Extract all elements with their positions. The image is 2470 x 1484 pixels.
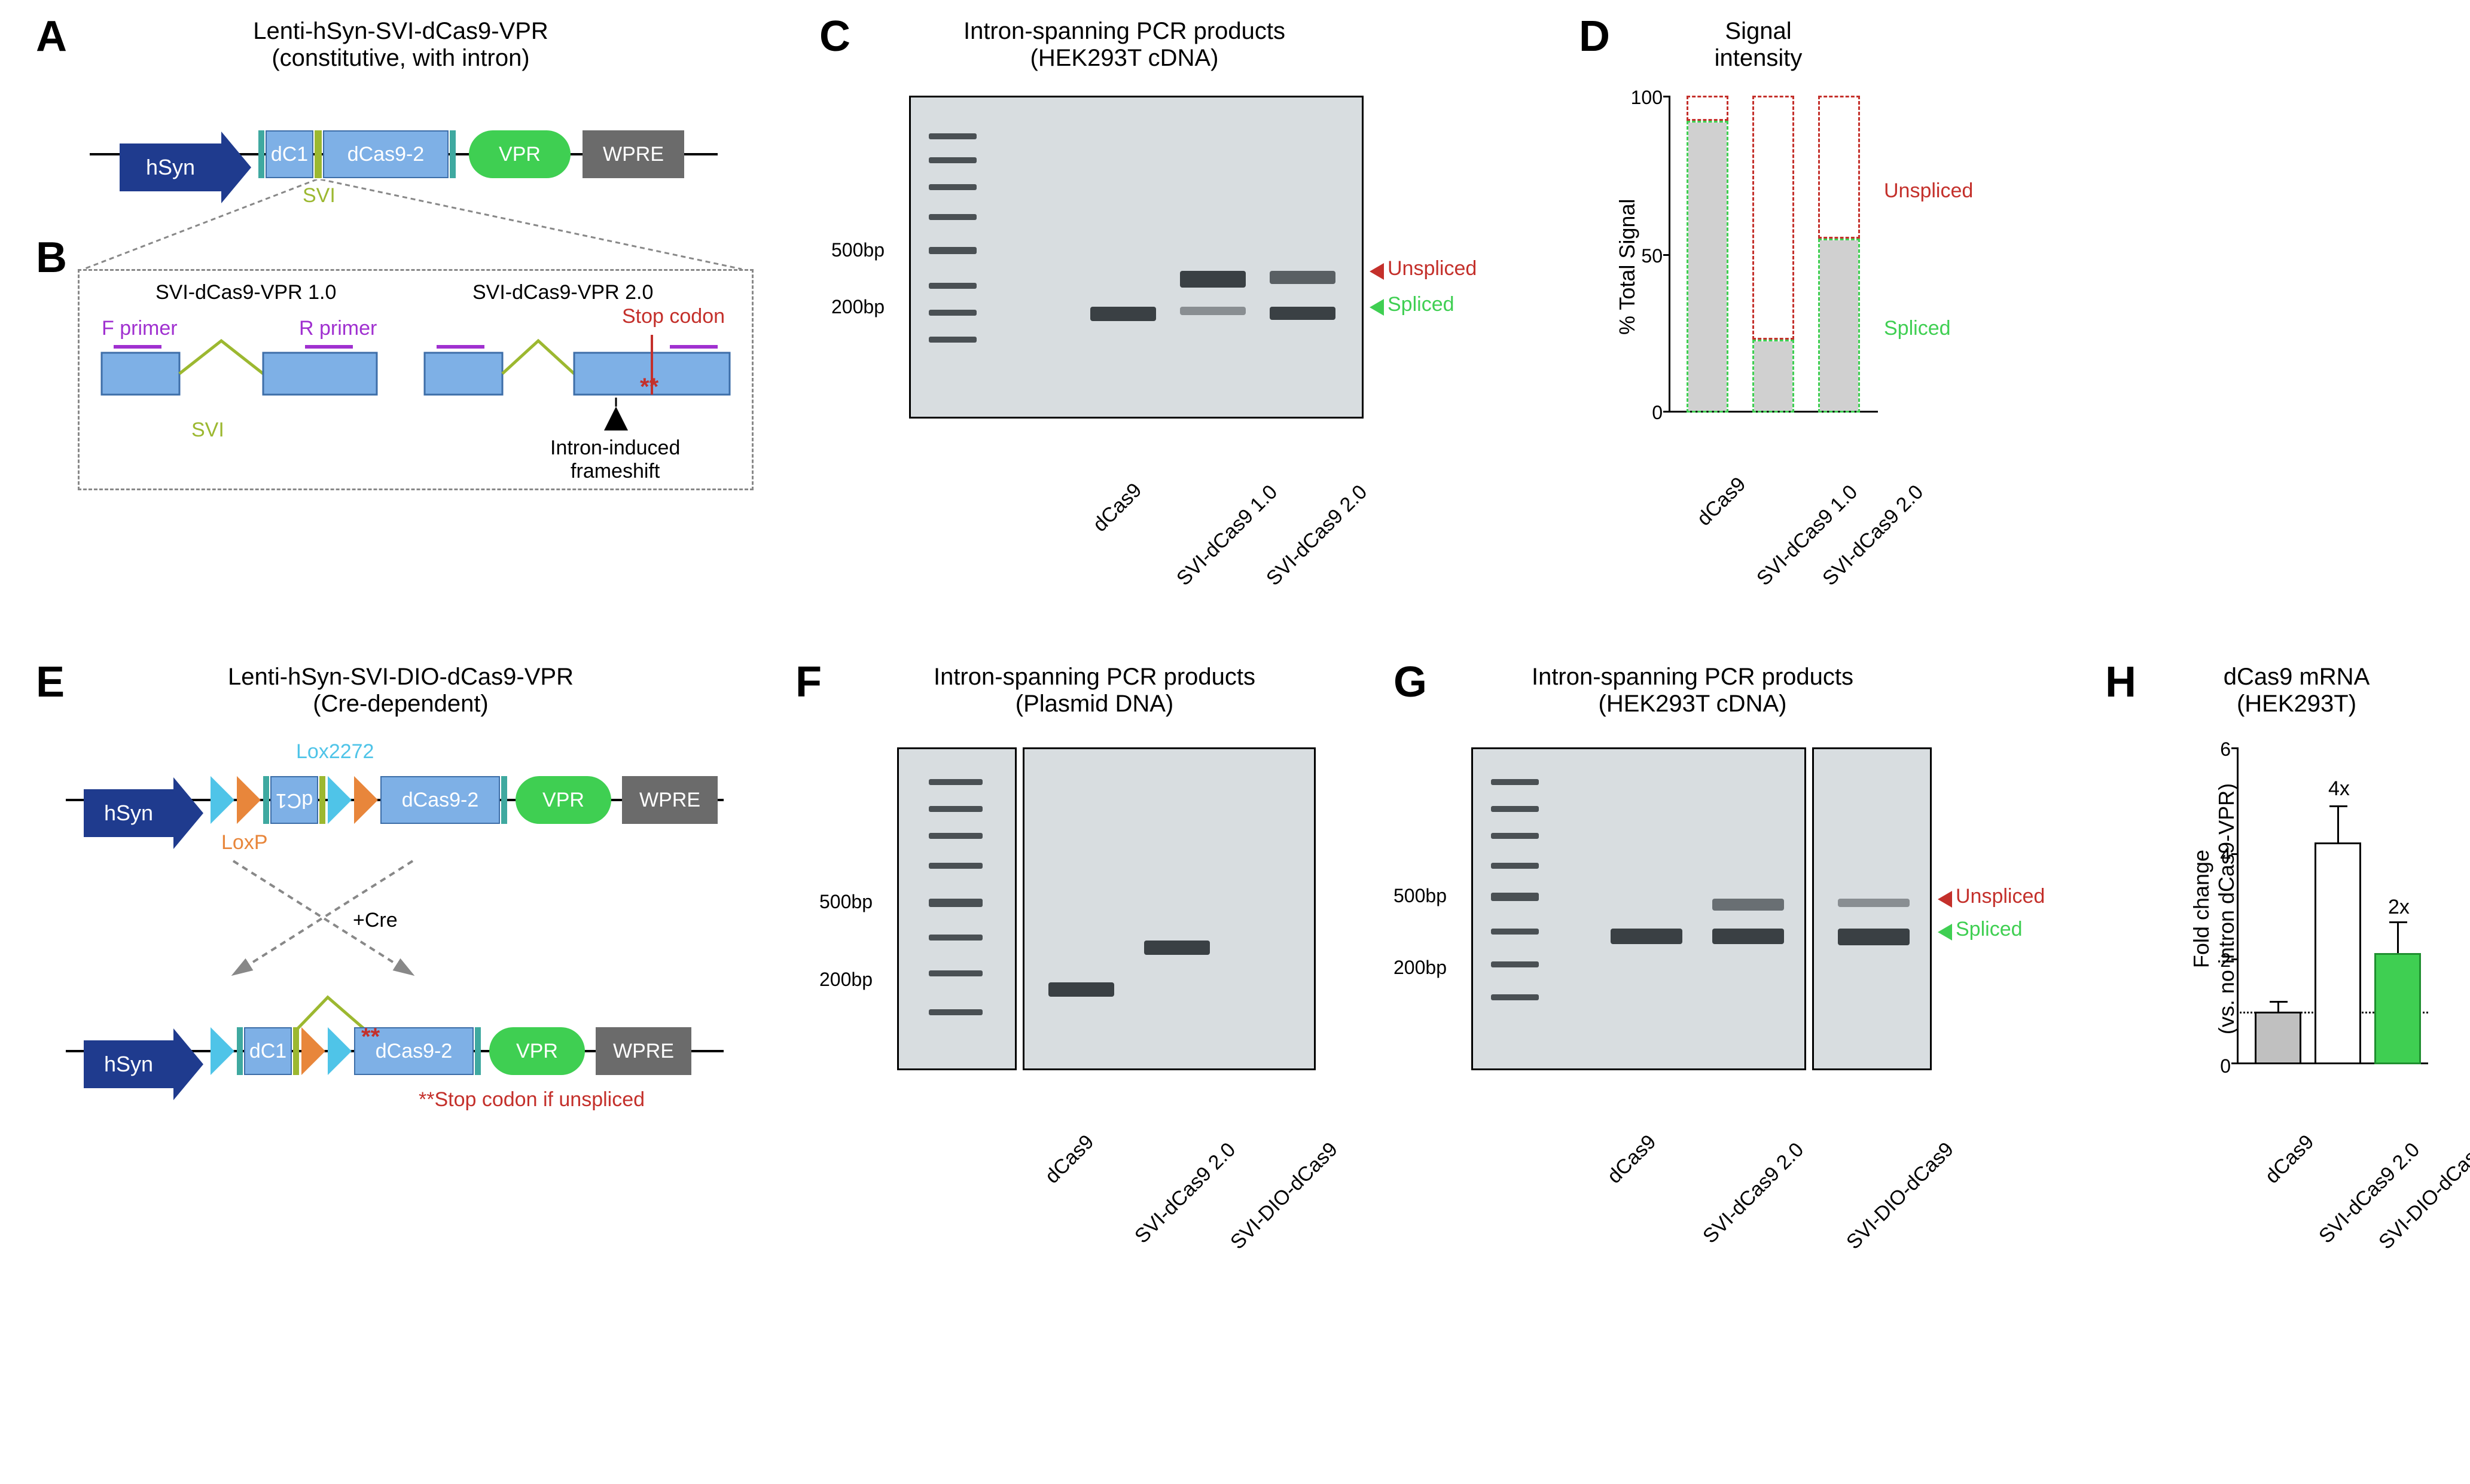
loxp-1 (237, 776, 261, 824)
c-500bp: 500bp (831, 239, 885, 261)
panel-a-label: A (36, 12, 67, 61)
c-200bp: 200bp (831, 296, 885, 318)
d-bar3-fill (1820, 240, 1858, 411)
gel-g-left (1471, 747, 1806, 1070)
unspliced-arrow-c (1370, 263, 1384, 280)
wpre-box: WPRE (583, 130, 684, 178)
star-2: ** (640, 374, 658, 401)
g-500bp: 500bp (1393, 885, 1447, 907)
panel-c-label: C (819, 12, 850, 61)
c-lane1: dCas9 (1088, 479, 1146, 537)
lox2272-1 (211, 776, 234, 824)
cre-label: +Cre (353, 909, 398, 932)
f-lane1: dCas9 (1041, 1131, 1099, 1189)
h-err2 (2337, 805, 2339, 842)
g-lane2: SVI-dCas9 2.0 (1698, 1138, 1809, 1248)
d-bar1-unspliced (1687, 96, 1728, 121)
dcas9-2-e: dCas9-2 (380, 776, 500, 824)
d-spliced-legend: Spliced (1884, 317, 1951, 340)
h-cat1: dCas9 (2261, 1131, 2319, 1189)
h-ann3: 2x (2388, 896, 2410, 919)
panel-h-label: H (2105, 658, 2136, 707)
cre-cross (185, 849, 484, 987)
d-bar3-unspliced (1818, 96, 1860, 239)
d-yt0: 0 (1621, 402, 1663, 424)
h-bar3 (2374, 953, 2421, 1064)
h-bar2 (2315, 842, 2361, 1064)
f-lane2: SVI-dCas9 2.0 (1130, 1138, 1240, 1248)
d-yt100: 100 (1621, 87, 1663, 109)
d-unspliced-legend: Unspliced (1884, 179, 1973, 203)
dc1-inverted: dC1 (270, 776, 318, 824)
v1-title: SVI-dCas9-VPR 1.0 (155, 281, 336, 304)
panel-h-title: dCas9 mRNA (HEK293T) (2159, 664, 2434, 717)
svi-stripe (315, 130, 322, 178)
f-200bp: 200bp (819, 969, 873, 991)
wpre-e: WPRE (622, 776, 718, 824)
gel-c (909, 96, 1364, 419)
g-lane3: SVI-DIO-dCas9 (1842, 1138, 1959, 1254)
h-ann2: 4x (2328, 777, 2350, 801)
unspliced-label-c: Unspliced (1388, 257, 1477, 280)
spliced-label-g: Spliced (1956, 918, 2023, 941)
dashed-connectors (78, 179, 748, 275)
panel-d-title: Signal intensity (1639, 18, 1878, 72)
panel-g-title: Intron-spanning PCR products (HEK293T cD… (1447, 664, 1938, 717)
panel-a-title: Lenti-hSyn-SVI-dCas9-VPR (constitutive, … (155, 18, 646, 72)
h-bar1 (2255, 1012, 2301, 1064)
v2-title: SVI-dCas9-VPR 2.0 (472, 281, 653, 304)
svi-text-b: SVI (191, 419, 224, 442)
vpr-box: VPR (469, 130, 571, 178)
panel-e-label: E (36, 658, 65, 707)
gel-g-right (1812, 747, 1932, 1070)
loxp-2 (354, 776, 378, 824)
spliced-arrow-g (1938, 924, 1952, 941)
frameshift-label: Intron-induced frameshift (550, 436, 680, 483)
h-err3 (2397, 921, 2399, 953)
panel-g-label: G (1393, 658, 1427, 707)
panel-e-title: Lenti-hSyn-SVI-DIO-dCas9-VPR (Cre-depend… (155, 664, 646, 717)
panel-c-title: Intron-spanning PCR products (HEK293T cD… (879, 18, 1370, 72)
panel-b-label: B (36, 233, 67, 282)
panel-d-label: D (1579, 12, 1610, 61)
dcas9-2-box: dCas9-2 (323, 130, 449, 178)
h-yaxis: Fold change (vs. no intron dCas9-VPR) (2189, 747, 2239, 1070)
d-bar2-fill (1754, 341, 1792, 411)
lox2272-2 (328, 776, 352, 824)
d-yaxis: % Total Signal (1615, 199, 1640, 335)
gel-f-ladder (897, 747, 1017, 1070)
spliced-label-c: Spliced (1388, 293, 1454, 316)
d-bar1-fill (1688, 123, 1727, 411)
lox2272-label: Lox2272 (296, 740, 374, 764)
v1-diagram (96, 335, 383, 430)
panel-f-title: Intron-spanning PCR products (Plasmid DN… (849, 664, 1340, 717)
dc1-box: dC1 (266, 130, 313, 178)
unspliced-label-g: Unspliced (1956, 885, 2045, 908)
f-lane3: SVI-DIO-dCas9 (1226, 1138, 1343, 1254)
stop-codon-label: Stop codon (622, 305, 725, 328)
g-200bp: 200bp (1393, 957, 1447, 979)
d-cat1: dCas9 (1693, 473, 1751, 531)
vpr-e: VPR (516, 776, 611, 824)
d-bar2-unspliced (1752, 96, 1794, 340)
stop-note: **Stop codon if unspliced (419, 1088, 645, 1112)
f-500bp: 500bp (819, 891, 873, 913)
unspliced-arrow-g (1938, 891, 1952, 908)
panel-f-label: F (795, 658, 822, 707)
gel-f-samples (1023, 747, 1316, 1070)
spliced-arrow-c (1370, 299, 1384, 316)
g-lane1: dCas9 (1603, 1131, 1661, 1189)
